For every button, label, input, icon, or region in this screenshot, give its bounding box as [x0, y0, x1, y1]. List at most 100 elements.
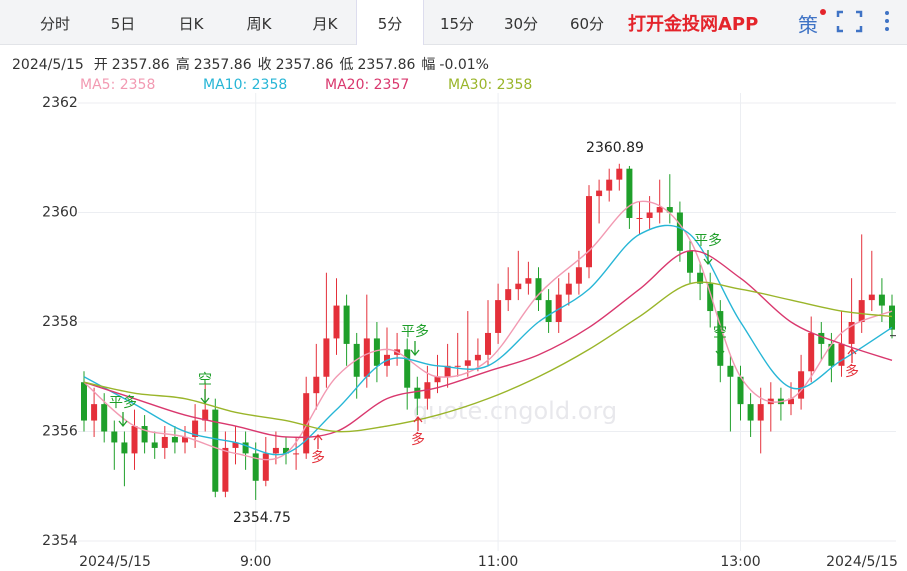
- candle-body: [717, 311, 724, 366]
- info-item: 幅 -0.01%: [421, 57, 489, 73]
- candle-body: [222, 447, 229, 492]
- candle-body: [798, 371, 805, 399]
- candle-body: [868, 294, 875, 301]
- legend-entry: MA20: 2357: [325, 77, 409, 93]
- legend-entry: MA30: 2358: [448, 77, 532, 93]
- candle-body: [161, 436, 168, 448]
- tab[interactable]: 月K: [312, 15, 338, 33]
- ma-line: [83, 224, 893, 456]
- candle-body: [525, 278, 532, 284]
- candle-body: [808, 332, 815, 372]
- candle-body: [737, 376, 744, 405]
- tab[interactable]: 分时: [39, 15, 70, 33]
- y-tick-label: 2358: [42, 314, 78, 330]
- info-label: 高: [175, 57, 190, 73]
- info-item: 开 2357.86: [94, 57, 170, 73]
- candle-body: [575, 267, 582, 284]
- app-link[interactable]: 打开金投网APP: [628, 14, 759, 35]
- candle-body: [262, 453, 269, 481]
- candle-body: [606, 179, 613, 191]
- candle-body: [747, 404, 754, 421]
- signal-arrow: [410, 341, 420, 357]
- info-line: 2024/5/15 开 2357.86 高 2357.86 收 2357.86 低 2357.8…: [12, 54, 495, 74]
- candle-body: [192, 420, 199, 437]
- info-item: 高 2357.86: [176, 57, 252, 73]
- legend-entry: MA5: 2358: [80, 77, 155, 93]
- candle-body: [646, 212, 653, 218]
- candle-body: [323, 338, 330, 377]
- y-tick-label: 2362: [42, 95, 78, 111]
- annotation: 平多: [109, 394, 137, 411]
- toolbar-icons: [820, 9, 889, 33]
- info-label: 收: [257, 57, 272, 73]
- x-tick-label: 2024/5/15: [826, 554, 898, 570]
- candle-body: [283, 447, 289, 454]
- y-tick-label: 2360: [42, 205, 78, 221]
- candle-body: [434, 376, 441, 383]
- tab[interactable]: 周K: [246, 15, 272, 33]
- candle-body: [373, 338, 380, 366]
- ma-line: [83, 200, 893, 461]
- candle-body: [555, 294, 562, 322]
- menu-dot[interactable]: [885, 11, 889, 15]
- candle-body: [454, 365, 461, 367]
- signal-arrow: [703, 250, 713, 266]
- info-value: -0.01%: [439, 57, 489, 73]
- candle-body: [596, 190, 603, 197]
- tab[interactable]: 30分: [503, 15, 539, 33]
- candle-body: [656, 207, 663, 213]
- menu-dot[interactable]: [885, 27, 889, 31]
- candle-body: [474, 354, 481, 361]
- candle-body: [404, 349, 411, 388]
- signal-arrow: [313, 433, 323, 449]
- tab[interactable]: 5分: [356, 0, 424, 45]
- menu-dot[interactable]: [885, 19, 889, 23]
- tab[interactable]: 5日: [110, 15, 136, 33]
- fullscreen-icon[interactable]: [836, 10, 863, 33]
- candle-body: [101, 404, 108, 432]
- signal-arrow: [200, 389, 210, 405]
- candle-body: [91, 404, 98, 421]
- candle-body: [343, 305, 350, 344]
- candle-body: [182, 436, 188, 443]
- candle-body: [878, 294, 885, 306]
- candle-body: [828, 343, 835, 366]
- tab[interactable]: 15分: [439, 15, 475, 33]
- tab[interactable]: 60分: [569, 15, 605, 33]
- x-tick-label: 11:00: [478, 554, 518, 570]
- info-label: 幅: [421, 57, 436, 73]
- signal-arrow: [847, 347, 857, 363]
- annotation: 2360.89: [586, 140, 644, 156]
- info-label: 开: [93, 57, 108, 73]
- candle-body: [363, 338, 370, 377]
- candle-body: [626, 168, 633, 218]
- candle-body: [666, 207, 673, 213]
- candle-body: [141, 426, 148, 443]
- strategy-icon[interactable]: 策: [798, 13, 818, 37]
- candle-body: [303, 393, 310, 454]
- tab[interactable]: 日K: [178, 15, 204, 33]
- candle-body: [111, 431, 118, 443]
- candle-body: [464, 360, 471, 366]
- x-tick-label: 9:00: [240, 554, 271, 570]
- badge-dot: [820, 9, 826, 15]
- candle-body: [727, 365, 734, 377]
- x-tick-label: 13:00: [720, 554, 760, 570]
- candle-body: [252, 453, 259, 481]
- signal-arrow: [413, 415, 423, 431]
- y-tick-label: 2356: [42, 424, 78, 440]
- info-item: 2024/5/15: [12, 57, 88, 73]
- candle-body: [232, 442, 239, 448]
- info-value: 2357.86: [111, 57, 170, 73]
- candle-body: [131, 426, 138, 454]
- info-value: 2357.86: [357, 57, 416, 73]
- signal-arrow: [715, 342, 725, 358]
- candle-body: [586, 196, 592, 268]
- annotation: 空: [713, 325, 727, 341]
- annotation: 多: [311, 449, 325, 466]
- candle-body: [757, 404, 764, 421]
- candle-body: [676, 212, 683, 251]
- candle-body: [272, 447, 279, 454]
- candle-body: [121, 442, 128, 454]
